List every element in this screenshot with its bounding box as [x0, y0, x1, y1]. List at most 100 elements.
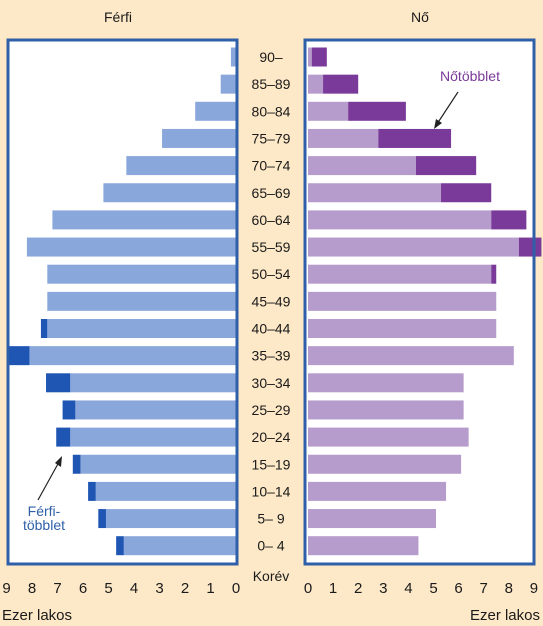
female-bar — [308, 373, 464, 393]
right-x-tick-label: 0 — [304, 580, 312, 597]
female-bar — [308, 47, 312, 67]
male-bar — [230, 47, 236, 67]
age-group-label: 30–34 — [252, 375, 291, 391]
male-surplus-bar — [56, 427, 71, 447]
male-surplus-bar — [7, 346, 30, 366]
male-bar — [80, 454, 236, 474]
female-surplus-bar — [348, 101, 406, 121]
right-panel-title: Nő — [411, 9, 429, 25]
female-bar — [308, 319, 497, 338]
female-surplus-bar — [415, 156, 477, 176]
female-surplus-bar — [378, 128, 452, 148]
age-group-label: 35–39 — [252, 348, 291, 364]
male-surplus-bar — [62, 400, 76, 420]
male-bar — [47, 264, 236, 284]
age-group-label: 10–14 — [252, 483, 291, 499]
age-group-label: 55–59 — [252, 239, 291, 255]
left-x-tick-label: 8 — [28, 580, 36, 597]
male-surplus-annotation-line: többlet — [23, 517, 65, 533]
age-group-label: 0– 4 — [257, 538, 284, 554]
male-bar — [103, 183, 237, 203]
male-bar — [95, 481, 236, 501]
age-group-label: 50–54 — [252, 266, 291, 282]
age-group-label: 80–84 — [252, 103, 291, 119]
female-bar — [308, 183, 442, 203]
male-surplus-bar — [88, 481, 96, 501]
right-x-tick-label: 7 — [480, 580, 488, 597]
annotations-layer: Nőtöbblet Férfi-többlet — [23, 68, 500, 533]
male-bar — [70, 427, 236, 447]
male-bar — [105, 509, 236, 529]
age-group-label: 5– 9 — [257, 511, 284, 527]
age-group-label: 90– — [259, 49, 283, 65]
left-x-tick-label: 2 — [181, 580, 189, 597]
male-bar — [123, 536, 236, 556]
female-bar — [308, 210, 492, 230]
age-group-label: 25–29 — [252, 402, 291, 418]
male-surplus-annotation-line: Férfi- — [28, 503, 61, 519]
female-bar — [308, 481, 447, 501]
age-group-label: 65–69 — [252, 185, 291, 201]
male-bar — [29, 346, 237, 366]
male-bar — [126, 156, 236, 176]
right-x-tick-label: 5 — [429, 580, 437, 597]
right-x-tick-label: 1 — [329, 580, 337, 597]
female-bar — [308, 291, 497, 311]
bars-layer — [7, 47, 542, 556]
female-surplus-bar — [491, 210, 527, 230]
male-bar — [52, 210, 237, 230]
female-bar — [308, 264, 492, 284]
male-surplus-bar — [98, 509, 106, 529]
female-bar — [308, 427, 469, 447]
male-annotation-arrowhead — [55, 456, 62, 467]
age-group-label: 85–89 — [252, 76, 291, 92]
male-bar — [220, 74, 236, 94]
female-surplus-bar — [518, 237, 542, 257]
male-bar — [47, 291, 236, 311]
female-bar — [308, 346, 514, 366]
age-group-label: 70–74 — [252, 158, 291, 174]
right-unit-label: Ezer lakos — [470, 607, 540, 624]
male-bar — [75, 400, 236, 420]
female-surplus-bar — [491, 264, 497, 284]
male-surplus-bar — [72, 454, 81, 474]
age-group-label: 75–79 — [252, 130, 291, 146]
right-x-tick-label: 3 — [379, 580, 387, 597]
male-bar — [26, 237, 237, 257]
female-bar — [308, 237, 519, 257]
female-annotation-arrowhead — [434, 119, 442, 129]
left-x-tick-label: 7 — [53, 580, 61, 597]
female-bar — [308, 400, 464, 420]
male-bar — [70, 373, 236, 393]
female-bar — [308, 454, 462, 474]
male-bar — [47, 319, 236, 338]
female-bar — [308, 509, 437, 529]
left-x-tick-label: 6 — [79, 580, 87, 597]
right-x-tick-label: 2 — [354, 580, 362, 597]
left-plot-frame — [6, 38, 239, 566]
male-surplus-bar — [40, 319, 48, 338]
female-bar — [308, 128, 379, 148]
female-surplus-bar — [311, 47, 327, 67]
male-surplus-bar — [46, 373, 71, 393]
female-surplus-bar — [441, 183, 492, 203]
left-x-tick-label: 9 — [2, 580, 10, 597]
age-group-label: 60–64 — [252, 212, 291, 228]
left-unit-label: Ezer lakos — [2, 607, 72, 624]
age-group-label: 15–19 — [252, 456, 291, 472]
female-surplus-annotation: Nőtöbblet — [440, 68, 500, 84]
female-bar — [308, 74, 324, 94]
center-axis-label: Korév — [253, 568, 290, 584]
age-group-label: 45–49 — [252, 293, 291, 309]
left-x-tick-label: 5 — [104, 580, 112, 597]
right-x-tick-label: 9 — [530, 580, 538, 597]
age-group-label: 20–24 — [252, 429, 291, 445]
male-annotation-arrow-line — [37, 461, 60, 501]
female-surplus-bar — [323, 74, 359, 94]
age-labels-layer: 90– 85–89 80–84 75–79 70–74 65–69 60–64 55–59 50… — [252, 49, 291, 554]
male-bar — [162, 128, 236, 148]
female-annotation-arrow-line — [436, 91, 459, 125]
female-bar — [308, 536, 419, 556]
right-plot-frame — [303, 38, 536, 566]
